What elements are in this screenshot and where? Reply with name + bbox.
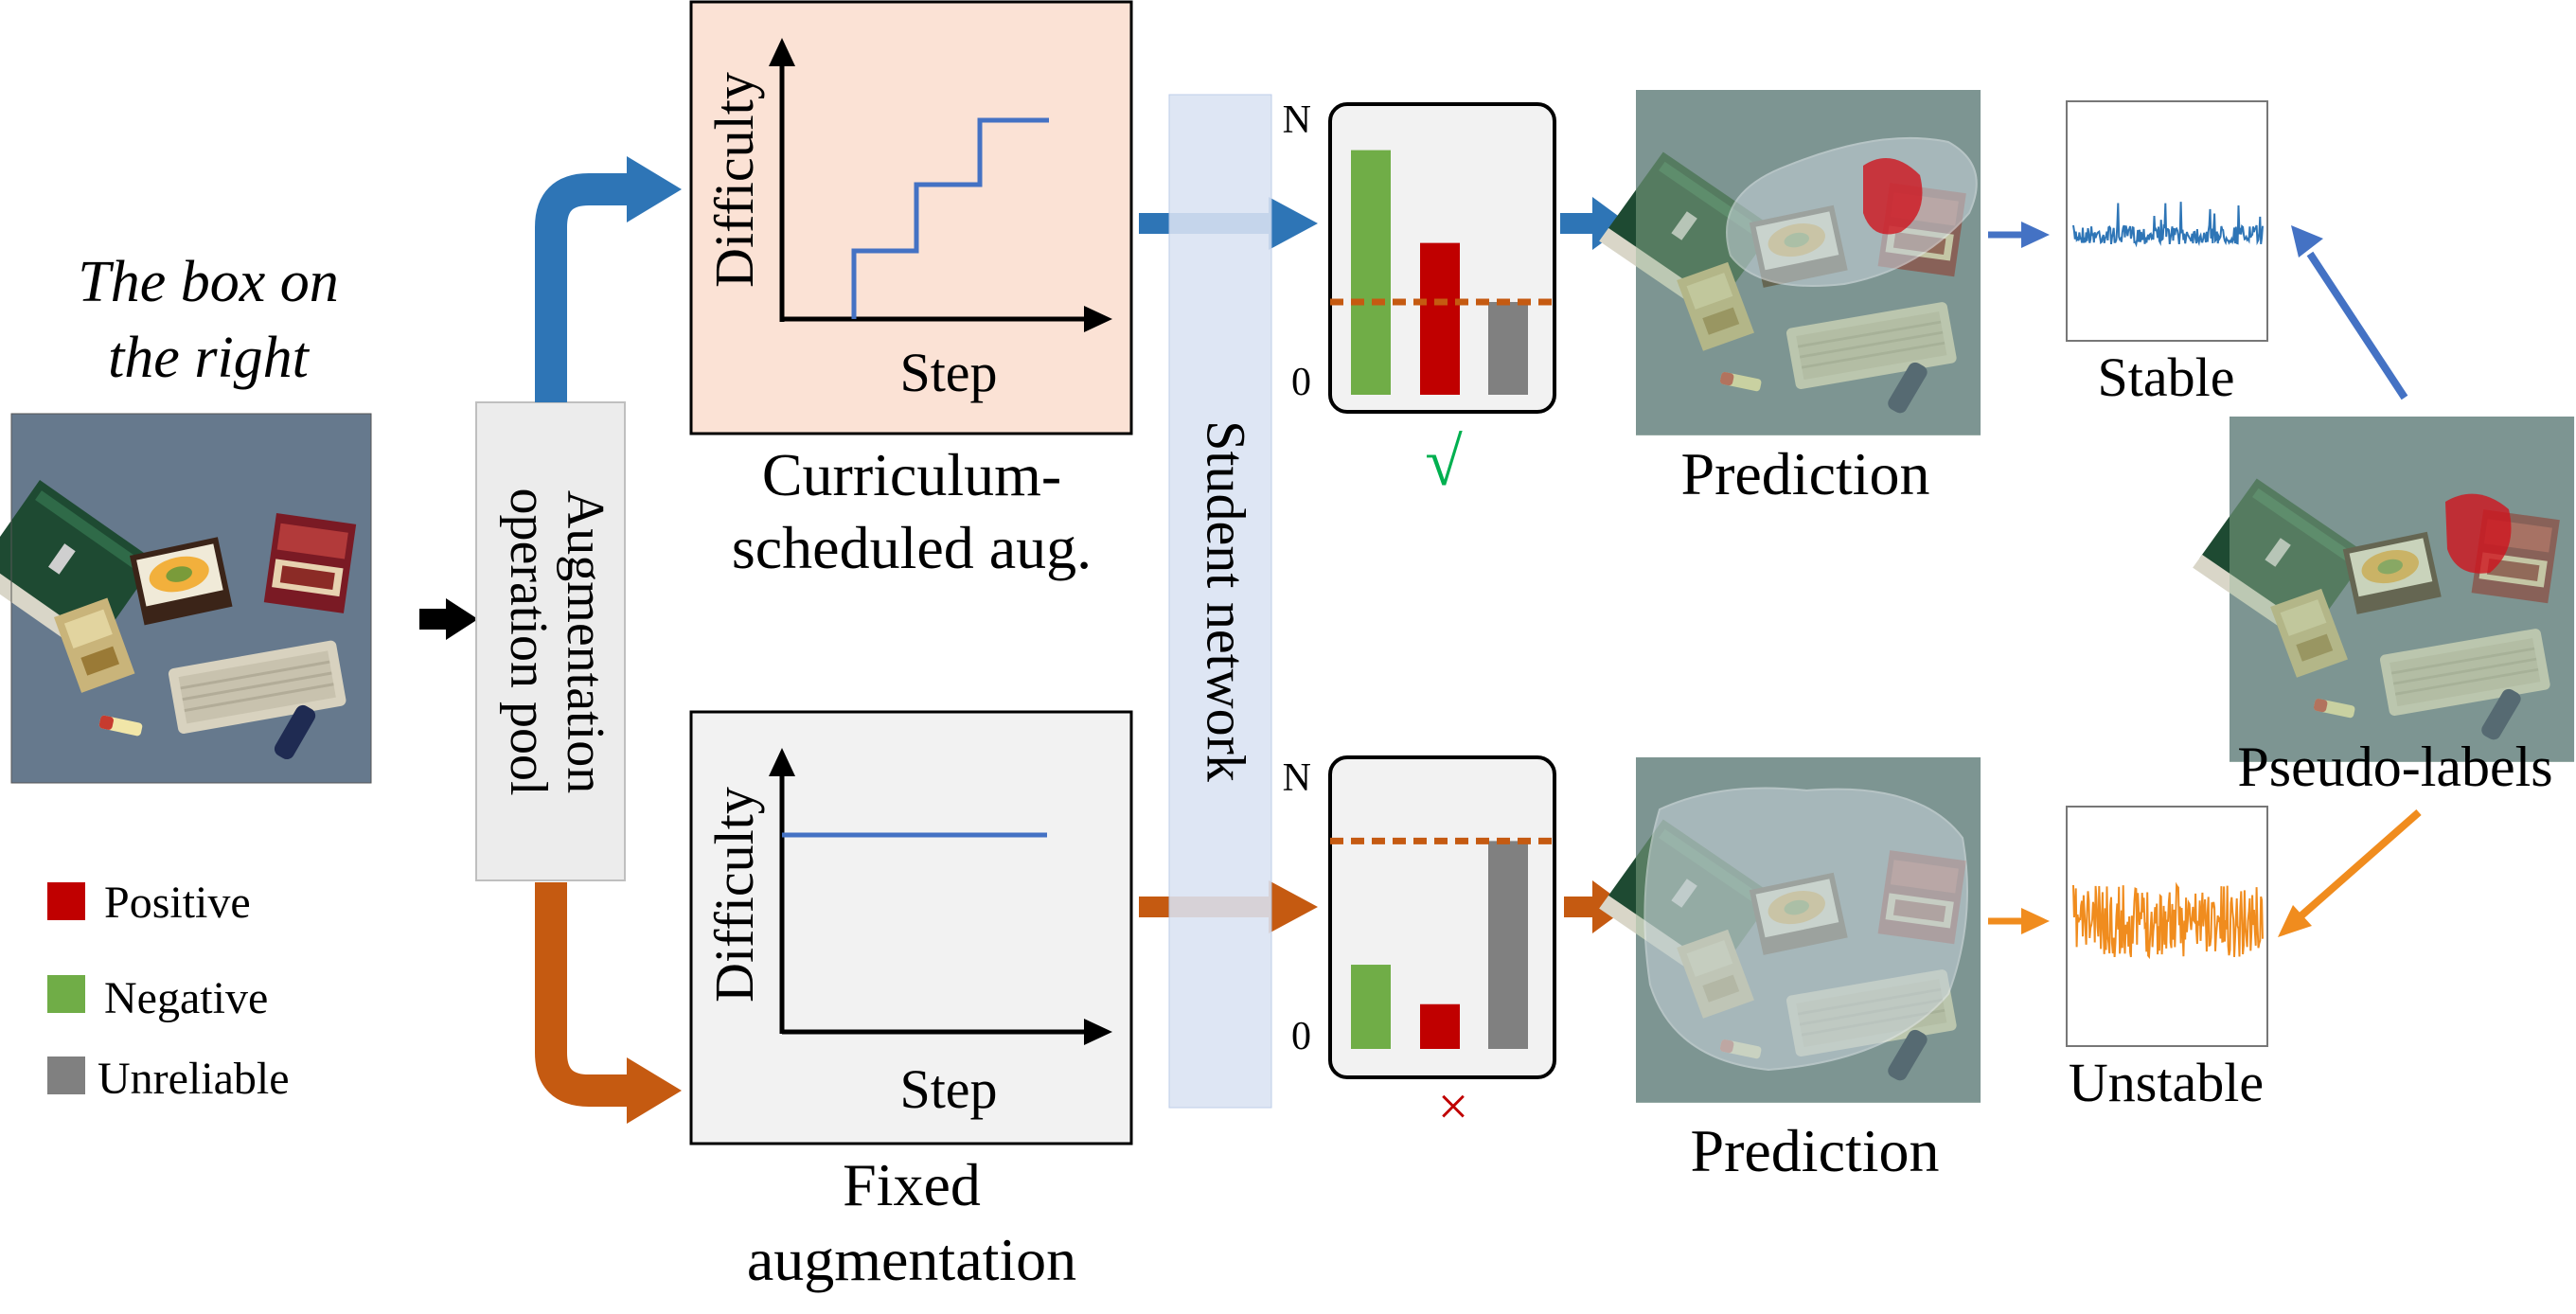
curriculum-caption-line2: scheduled aug. <box>732 514 1092 581</box>
fixed-schedule-panel: Difficulty Step <box>689 710 1133 1145</box>
unstable-curve-box <box>2066 806 2268 1047</box>
histogram-top: N 0 <box>1283 98 1556 414</box>
curriculum-xlabel: Step <box>899 342 997 403</box>
curriculum-difficulty-curve <box>851 117 1049 319</box>
fixed-ylabel: Difficulty <box>703 787 765 1003</box>
stable-curve-box <box>2066 100 2268 342</box>
augmentation-pool-label-line1: Augmentation <box>556 490 614 793</box>
prediction-image-bottom <box>1597 755 1982 1105</box>
prediction-label-top: Prediction <box>1680 440 1929 507</box>
hist-top-bar-positive <box>1420 242 1460 395</box>
pseudo-labels-label: Pseudo-labels <box>2237 736 2552 798</box>
pseudo-labels-image <box>2191 415 2576 764</box>
verdict-cross-icon: × <box>1438 1075 1469 1137</box>
histogram-bottom: N 0 <box>1283 755 1556 1079</box>
curriculum-ylabel: Difficulty <box>703 72 765 288</box>
pseudo-to-unstable-arrow <box>2278 808 2422 937</box>
histogram-bottom-ytick-min: 0 <box>1291 1015 1311 1058</box>
fixed-branch-arrow <box>535 882 630 1107</box>
curriculum-schedule-panel: Difficulty Step <box>689 0 1133 435</box>
stable-loss-curve <box>2072 202 2264 248</box>
unstable-label: Unstable <box>2069 1052 2264 1113</box>
query-text-line1: The box on <box>78 250 339 314</box>
prediction-label-bottom: Prediction <box>1690 1117 1939 1184</box>
legend-label-unreliable: Unreliable <box>98 1054 290 1104</box>
fixed-caption-line2: augmentation <box>747 1226 1076 1293</box>
augmentation-pool-label-line2: operation pool <box>499 488 558 795</box>
hist-top-bar-unreliable <box>1488 301 1528 395</box>
histogram-top-ytick-min: 0 <box>1291 361 1311 404</box>
hist-bottom-bar-negative <box>1351 965 1391 1049</box>
input-arrow <box>419 598 478 640</box>
legend-label-negative: Negative <box>104 973 268 1023</box>
student-network-band <box>1168 94 1272 1109</box>
hist-bottom-bar-unreliable <box>1488 841 1528 1049</box>
student-network-label: Student network <box>1196 420 1257 782</box>
query-text-line2: the right <box>108 326 311 390</box>
prediction-image-top <box>1597 88 1982 437</box>
prediction-to-curve-arrow-bottom <box>1988 908 2050 934</box>
hist-bottom-bar-positive <box>1420 1003 1460 1049</box>
stable-label: Stable <box>2098 346 2235 408</box>
curriculum-branch-arrow <box>535 173 630 402</box>
fixed-caption-line1: Fixed <box>843 1151 981 1218</box>
legend-swatch-negative <box>47 975 85 1013</box>
fixed-branch-arrowhead <box>627 1057 682 1124</box>
pseudo-to-stable-arrow <box>2291 225 2408 400</box>
legend: Positive Negative Unreliable <box>47 878 290 1104</box>
curriculum-caption-line1: Curriculum- <box>762 441 1061 508</box>
histogram-bottom-ytick-max: N <box>1283 756 1311 800</box>
legend-swatch-unreliable <box>47 1057 85 1094</box>
prediction-to-curve-arrow-top <box>1988 222 2050 248</box>
hist-top-bar-negative <box>1351 150 1391 396</box>
legend-label-positive: Positive <box>104 878 251 928</box>
fixed-xlabel: Step <box>899 1058 997 1120</box>
histogram-top-ytick-max: N <box>1283 98 1311 142</box>
input-image <box>0 412 373 785</box>
legend-swatch-positive <box>47 882 85 920</box>
histogram-to-prediction-arrow-top <box>1560 197 1628 250</box>
unstable-loss-curve <box>2072 881 2264 960</box>
verdict-check-icon: √ <box>1425 424 1463 500</box>
curriculum-branch-arrowhead <box>627 156 682 222</box>
